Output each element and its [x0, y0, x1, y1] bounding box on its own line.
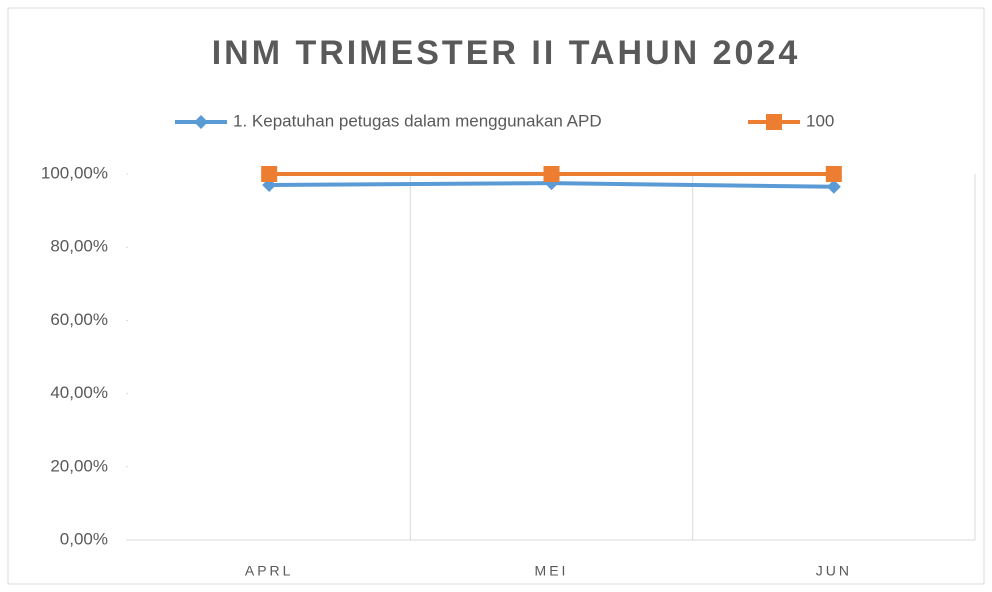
x-tick-label: MEI [535, 563, 569, 579]
y-tick-label: 20,00% [50, 456, 108, 475]
point [261, 166, 278, 182]
x-tick-label: APRL [245, 563, 294, 579]
legend-marker [766, 114, 782, 130]
point [826, 179, 841, 194]
x-tick-label: JUN [816, 563, 852, 579]
legend-label: 100 [806, 111, 834, 130]
legend-label: 1. Kepatuhan petugas dalam menggunakan A… [233, 111, 602, 130]
legend-marker [194, 115, 208, 129]
chart-title: INM TRIMESTER II TAHUN 2024 [212, 34, 801, 72]
y-tick-label: 80,00% [50, 237, 108, 256]
y-tick-label: 40,00% [50, 383, 108, 402]
point [825, 166, 842, 182]
y-tick-label: 100,00% [41, 163, 108, 182]
y-tick-label: 60,00% [50, 310, 108, 329]
chart-frame [7, 7, 985, 585]
point [543, 166, 560, 182]
y-tick-label: 0,00% [60, 529, 108, 548]
